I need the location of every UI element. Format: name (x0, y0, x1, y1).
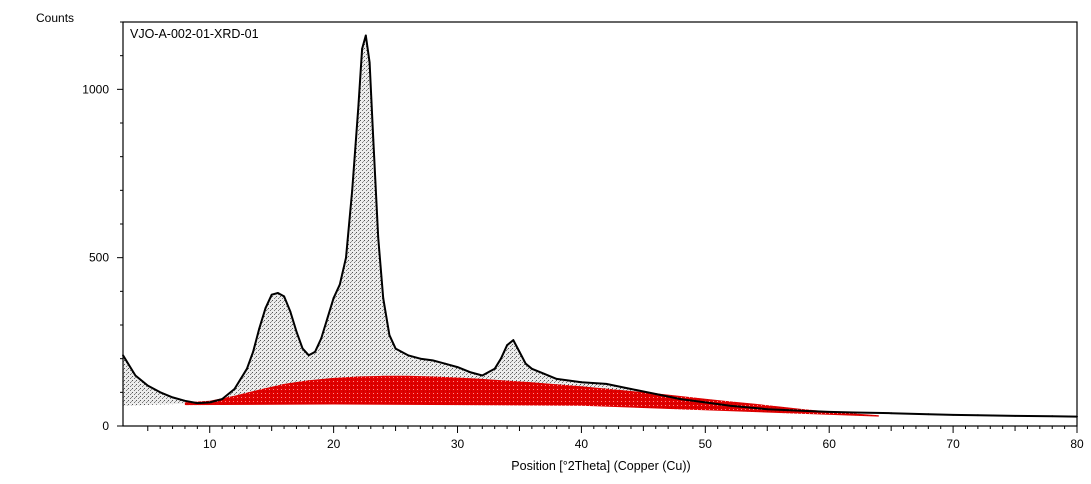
chart-title: VJO-A-002-01-XRD-01 (130, 27, 259, 41)
x-tick-label: 10 (203, 437, 217, 451)
data-point (828, 411, 831, 413)
x-tick-label: 70 (946, 437, 960, 451)
data-point (654, 393, 657, 395)
data-point (803, 410, 806, 412)
data-point (518, 351, 521, 353)
data-point (314, 351, 316, 353)
data-point (338, 283, 341, 286)
x-axis-label: Position [°2Theta] (Copper (Cu)) (511, 459, 690, 473)
data-point (469, 371, 471, 373)
data-point (524, 362, 527, 365)
x-tick-label: 20 (327, 437, 341, 451)
y-axis-label: Counts (36, 11, 74, 25)
data-point (159, 391, 162, 394)
data-point (407, 354, 409, 357)
data-point (630, 388, 632, 390)
data-point (679, 398, 682, 400)
data-point (264, 307, 267, 310)
data-point (372, 138, 375, 141)
data-point (295, 330, 298, 333)
data-point (543, 372, 546, 375)
data-point (246, 367, 248, 370)
data-point (500, 357, 502, 360)
data-point (444, 362, 446, 365)
data-point (332, 297, 335, 299)
data-point (283, 295, 285, 298)
data-point (277, 292, 279, 294)
data-point (361, 48, 363, 50)
data-point (493, 367, 496, 370)
data-point (364, 34, 367, 37)
data-point (289, 310, 292, 313)
data-point (512, 339, 515, 341)
data-point (320, 337, 323, 340)
data-point (221, 398, 224, 400)
data-point (134, 374, 137, 377)
x-tick-label: 80 (1070, 437, 1084, 451)
data-point (301, 347, 304, 350)
data-point (368, 61, 371, 64)
floor-mask (123, 401, 1077, 426)
data-point (252, 351, 255, 353)
data-point (208, 401, 211, 404)
data-point (326, 317, 329, 320)
y-tick-label: 500 (89, 251, 109, 265)
data-point (927, 413, 930, 416)
data-point (890, 412, 893, 415)
data-point (419, 357, 422, 360)
data-point (146, 384, 149, 387)
data-point (233, 388, 236, 390)
data-point (1051, 415, 1054, 418)
data-point (729, 404, 731, 407)
data-point (605, 383, 608, 385)
data-point (704, 401, 707, 404)
data-point (258, 327, 261, 330)
data-point (388, 334, 391, 336)
data-point (531, 367, 533, 370)
data-point (270, 293, 273, 296)
data-point (580, 381, 583, 384)
data-point (456, 366, 459, 368)
data-point (382, 297, 385, 299)
amorphous-background-area (184, 375, 879, 417)
x-tick-label: 60 (823, 437, 837, 451)
x-tick-label: 30 (451, 437, 465, 451)
data-point (196, 402, 199, 404)
data-point (377, 236, 380, 239)
data-point (952, 414, 954, 416)
data-point (853, 411, 855, 414)
data-point (977, 414, 979, 417)
data-point (1014, 415, 1016, 417)
axis-layer: 10 20 30 40 50 60 70 80 0 500 1000 (82, 21, 1084, 451)
data-point (481, 374, 484, 377)
data-point (171, 396, 174, 399)
plot-layer (122, 34, 1078, 426)
data-point (351, 189, 354, 192)
data-point (506, 344, 508, 347)
data-point (394, 347, 397, 350)
data-point (184, 399, 186, 402)
x-tick-label: 50 (699, 437, 713, 451)
data-point (345, 256, 347, 259)
data-point (307, 354, 310, 357)
data-point (357, 105, 360, 108)
data-point (431, 359, 434, 362)
data-point (766, 408, 769, 411)
y-tick-label: 0 (102, 419, 109, 433)
x-tick-label: 40 (575, 437, 589, 451)
data-point (555, 378, 558, 380)
measured-area-fill (123, 35, 1077, 426)
y-tick-label: 1000 (82, 82, 109, 96)
